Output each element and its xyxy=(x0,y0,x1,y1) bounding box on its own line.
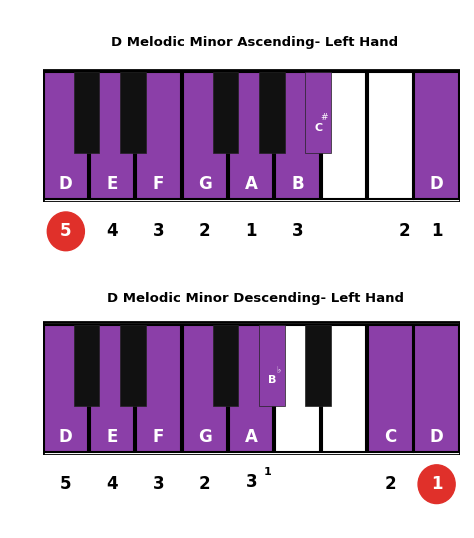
Bar xyxy=(213,325,238,406)
Bar xyxy=(213,72,238,153)
Text: 5: 5 xyxy=(60,222,72,240)
Bar xyxy=(137,325,181,452)
Bar xyxy=(229,325,273,452)
Bar xyxy=(120,72,146,153)
Text: ♭: ♭ xyxy=(276,366,280,374)
Text: D: D xyxy=(430,428,444,446)
Text: 5: 5 xyxy=(60,475,72,493)
Text: D: D xyxy=(59,428,73,446)
Bar xyxy=(322,325,366,452)
Text: C: C xyxy=(314,123,322,132)
Text: 1: 1 xyxy=(431,475,442,493)
Text: 1: 1 xyxy=(431,222,442,240)
Bar xyxy=(137,72,181,200)
Text: D Melodic Minor Descending- Left Hand: D Melodic Minor Descending- Left Hand xyxy=(107,292,403,305)
Text: F: F xyxy=(153,428,164,446)
Bar xyxy=(259,72,284,153)
Text: 1: 1 xyxy=(264,467,271,477)
Text: A: A xyxy=(245,428,258,446)
Text: B: B xyxy=(268,376,276,385)
Bar xyxy=(182,325,227,452)
Bar xyxy=(74,72,99,153)
Bar xyxy=(90,325,135,452)
Text: 2: 2 xyxy=(199,222,210,240)
Text: F: F xyxy=(153,175,164,193)
Text: C: C xyxy=(384,428,396,446)
Text: A: A xyxy=(245,175,258,193)
Bar xyxy=(414,325,459,452)
Bar xyxy=(275,325,320,452)
Bar xyxy=(44,325,88,452)
Bar xyxy=(322,72,366,200)
Text: #: # xyxy=(320,113,328,122)
Text: D: D xyxy=(59,175,73,193)
Circle shape xyxy=(418,465,455,504)
Text: B: B xyxy=(291,175,304,193)
Bar xyxy=(275,72,320,200)
Circle shape xyxy=(47,212,84,251)
Text: 3: 3 xyxy=(153,222,164,240)
Text: 4: 4 xyxy=(106,475,118,493)
Text: jadebultitude.com: jadebultitude.com xyxy=(9,234,18,304)
Bar xyxy=(229,72,273,200)
Bar xyxy=(305,325,331,406)
Bar xyxy=(74,325,99,406)
Text: 2: 2 xyxy=(398,222,410,240)
Text: 3: 3 xyxy=(292,222,303,240)
Bar xyxy=(368,325,412,452)
Text: 2: 2 xyxy=(384,475,396,493)
Text: D Melodic Minor Ascending- Left Hand: D Melodic Minor Ascending- Left Hand xyxy=(111,36,399,49)
Text: 2: 2 xyxy=(199,475,210,493)
Bar xyxy=(182,72,227,200)
Text: 1: 1 xyxy=(246,222,257,240)
Bar xyxy=(368,72,412,200)
Bar xyxy=(44,72,88,200)
Bar xyxy=(305,72,331,153)
Bar xyxy=(414,72,459,200)
Text: 4: 4 xyxy=(106,222,118,240)
Text: G: G xyxy=(198,428,212,446)
Text: G: G xyxy=(198,175,212,193)
Text: D: D xyxy=(430,175,444,193)
Text: 3: 3 xyxy=(246,473,257,491)
Text: 3: 3 xyxy=(153,475,164,493)
Text: E: E xyxy=(107,175,118,193)
Text: E: E xyxy=(107,428,118,446)
Bar xyxy=(120,325,146,406)
Bar xyxy=(90,72,135,200)
Bar xyxy=(259,325,284,406)
